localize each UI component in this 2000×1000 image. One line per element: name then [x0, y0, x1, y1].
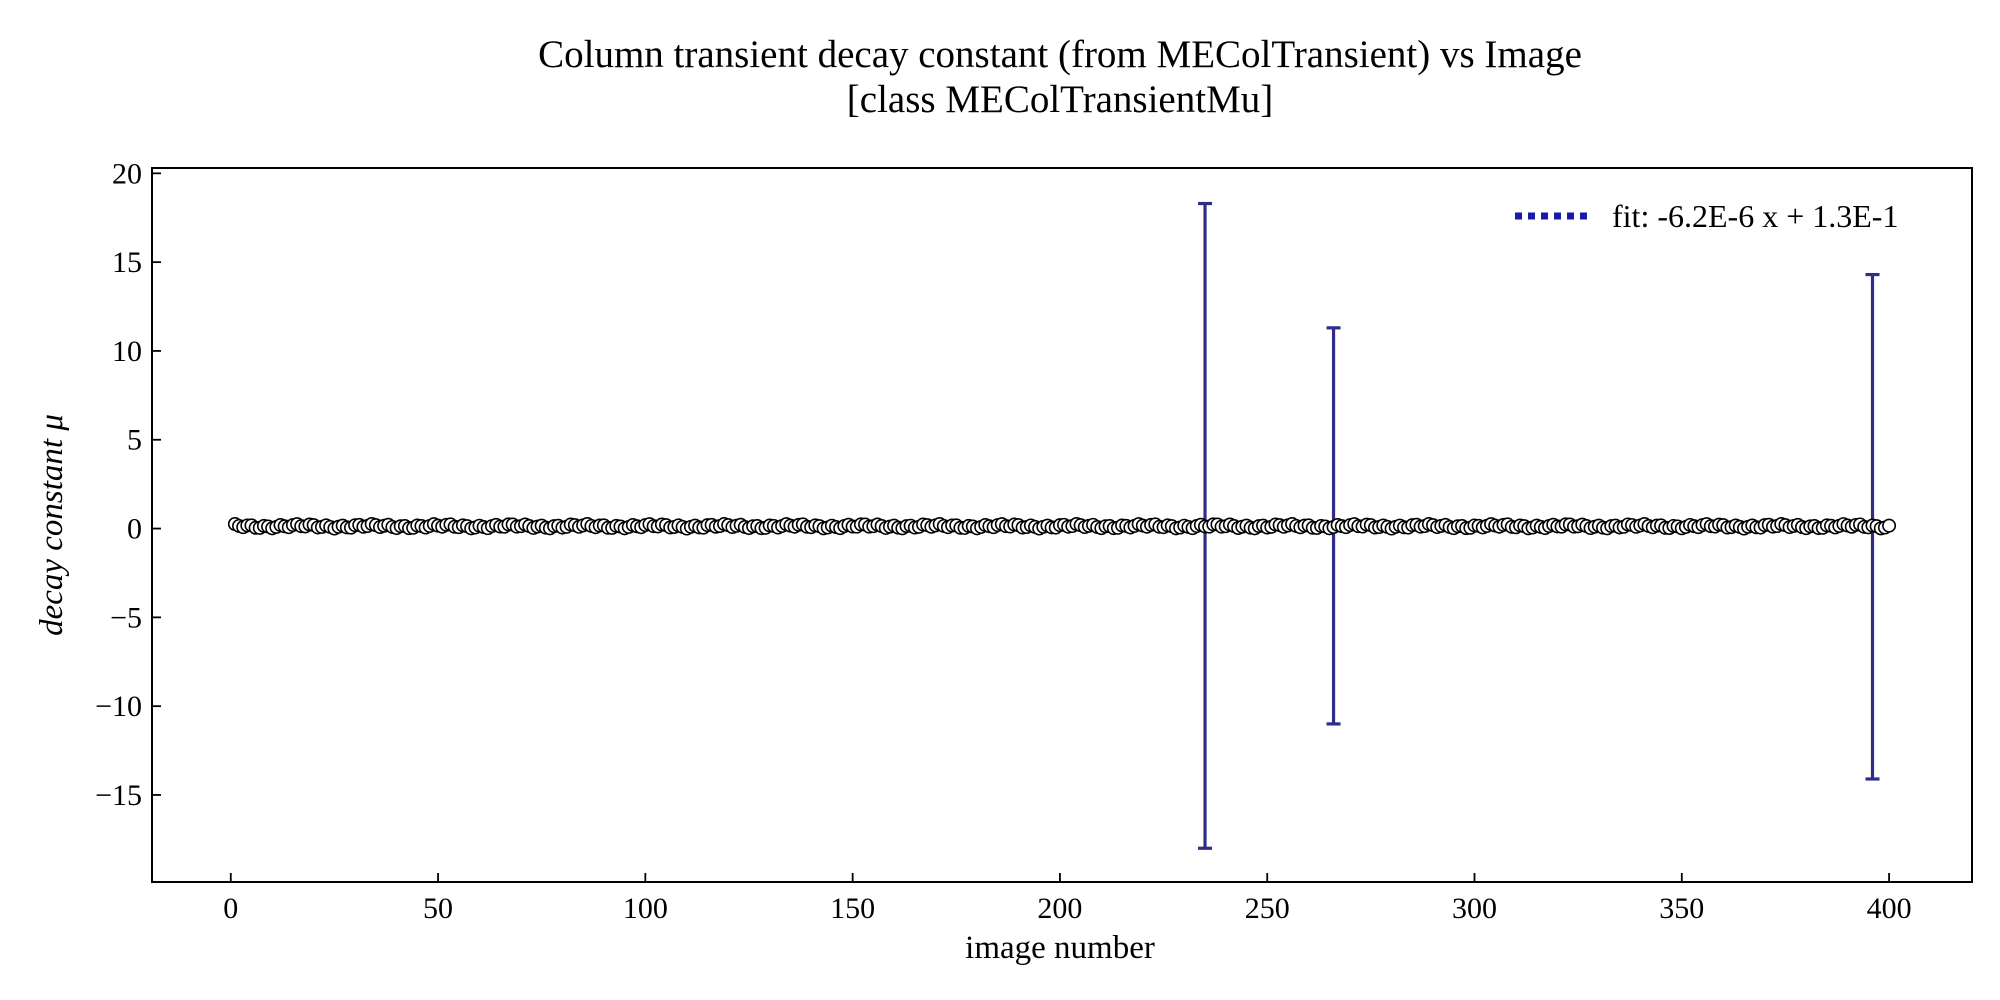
x-tick-label: 0 — [223, 892, 238, 925]
x-tick-label: 250 — [1245, 892, 1290, 925]
y-tick-label: −10 — [95, 690, 142, 723]
x-tick-label: 150 — [830, 892, 875, 925]
x-tick-label: 100 — [623, 892, 668, 925]
x-tick-label: 400 — [1867, 892, 1912, 925]
y-tick-label: 20 — [112, 157, 142, 190]
y-axis: −15 −10 −5 0 5 10 15 20 — [95, 157, 161, 812]
x-tick-label: 50 — [423, 892, 453, 925]
y-tick-label: 10 — [112, 335, 142, 368]
chart-subtitle: [class MEColTransientMu] — [847, 78, 1273, 121]
plot-area — [227, 201, 1897, 850]
y-tick-label: −5 — [110, 601, 142, 634]
y-tick-label: −15 — [95, 779, 142, 812]
x-tick-label: 350 — [1659, 892, 1704, 925]
x-tick-label: 200 — [1037, 892, 1082, 925]
legend: fit: -6.2E-6 x + 1.3E-1 — [1515, 198, 1898, 234]
y-tick-label: 0 — [127, 513, 142, 546]
y-tick-label: 5 — [127, 424, 142, 457]
y-tick-label: 15 — [112, 246, 142, 279]
axes-frame — [151, 167, 1973, 883]
legend-fit-label: fit: -6.2E-6 x + 1.3E-1 — [1612, 198, 1898, 234]
x-tick-label: 300 — [1452, 892, 1497, 925]
x-axis: 0 50 100 150 200 250 300 350 400 — [223, 873, 1912, 925]
chart-title: Column transient decay constant (from ME… — [538, 33, 1582, 76]
data-point — [1882, 518, 1897, 533]
y-axis-label: decay constant μ — [34, 414, 70, 636]
x-axis-label: image number — [965, 930, 1155, 966]
